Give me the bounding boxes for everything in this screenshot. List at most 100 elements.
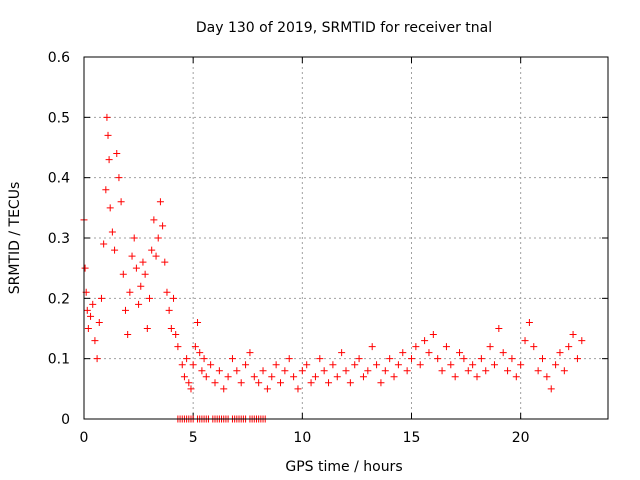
data-point xyxy=(187,385,195,393)
data-point xyxy=(298,367,306,375)
data-point xyxy=(178,361,186,369)
data-point xyxy=(105,156,113,164)
data-point xyxy=(84,325,92,332)
data-point xyxy=(128,252,136,260)
data-point xyxy=(416,361,424,369)
data-point xyxy=(108,228,116,236)
x-tick-label: 15 xyxy=(403,430,421,446)
data-point xyxy=(438,367,446,375)
data-point xyxy=(508,355,516,363)
data-point xyxy=(268,373,276,381)
data-point xyxy=(442,343,450,351)
data-point xyxy=(547,385,555,393)
data-point xyxy=(381,367,389,375)
data-point xyxy=(161,258,169,266)
data-point xyxy=(135,300,143,308)
data-point xyxy=(180,373,188,381)
data-point xyxy=(207,361,215,369)
data-point xyxy=(211,379,219,387)
data-point xyxy=(103,113,111,121)
data-point xyxy=(434,355,442,363)
data-point xyxy=(338,349,346,357)
data-point xyxy=(97,294,105,302)
y-tick-label: 0.2 xyxy=(48,291,70,307)
data-point xyxy=(198,367,206,375)
data-point xyxy=(115,174,123,182)
data-point xyxy=(477,355,485,363)
data-point xyxy=(191,343,199,351)
data-point xyxy=(560,367,568,375)
data-points xyxy=(80,113,586,423)
data-point xyxy=(137,282,145,290)
data-point xyxy=(303,361,311,369)
data-point xyxy=(113,150,121,158)
y-tick-label: 0.3 xyxy=(48,231,70,247)
data-point xyxy=(578,337,586,345)
y-tick-label: 0.6 xyxy=(48,50,70,66)
data-point xyxy=(139,258,147,266)
data-point xyxy=(521,337,529,345)
data-point xyxy=(359,373,367,381)
data-point xyxy=(464,367,472,375)
data-point xyxy=(100,240,108,248)
data-point xyxy=(543,373,551,381)
data-point xyxy=(89,300,97,308)
chart-title: Day 130 of 2019, SRMTID for receiver tna… xyxy=(196,20,492,36)
data-point xyxy=(403,367,411,375)
data-point xyxy=(294,385,302,393)
data-point xyxy=(285,355,293,363)
data-point xyxy=(172,331,180,339)
data-point xyxy=(130,234,138,242)
data-point xyxy=(183,355,191,363)
data-point xyxy=(224,373,232,381)
data-point xyxy=(148,246,156,254)
data-point xyxy=(95,318,103,326)
data-point xyxy=(237,379,245,387)
data-point xyxy=(152,252,160,260)
data-point xyxy=(447,361,455,369)
data-point xyxy=(307,379,315,387)
data-point xyxy=(333,373,341,381)
data-point xyxy=(159,222,167,230)
data-point xyxy=(346,379,354,387)
data-point xyxy=(460,355,468,363)
data-point xyxy=(255,379,263,387)
data-point xyxy=(569,331,577,339)
data-point xyxy=(534,367,542,375)
data-point xyxy=(412,343,420,351)
data-point xyxy=(83,306,91,314)
x-tick-label: 10 xyxy=(293,430,311,446)
data-point xyxy=(106,204,114,212)
data-point xyxy=(259,367,267,375)
data-point xyxy=(364,367,372,375)
y-axis-label: SRMTID / TECUs xyxy=(7,182,23,295)
data-point xyxy=(132,264,140,272)
data-point xyxy=(573,355,581,363)
data-point xyxy=(473,373,481,381)
data-point xyxy=(185,379,193,387)
data-point xyxy=(156,198,164,206)
data-point xyxy=(320,367,328,375)
data-point xyxy=(121,306,129,314)
data-point xyxy=(552,361,560,369)
data-point xyxy=(154,234,162,242)
data-point xyxy=(220,385,228,393)
data-point xyxy=(290,373,298,381)
data-point xyxy=(143,325,151,332)
data-point xyxy=(196,349,204,357)
data-point xyxy=(556,349,564,357)
data-point xyxy=(111,246,119,254)
data-point xyxy=(194,318,202,326)
data-point xyxy=(233,367,241,375)
data-point xyxy=(429,331,437,339)
data-point xyxy=(495,325,503,332)
x-tick-label: 0 xyxy=(80,430,89,446)
grid-lines xyxy=(84,57,608,419)
data-point xyxy=(117,198,125,206)
data-point xyxy=(525,318,533,326)
data-point xyxy=(342,367,350,375)
data-point xyxy=(165,306,173,314)
data-point xyxy=(490,361,498,369)
data-point xyxy=(539,355,546,363)
